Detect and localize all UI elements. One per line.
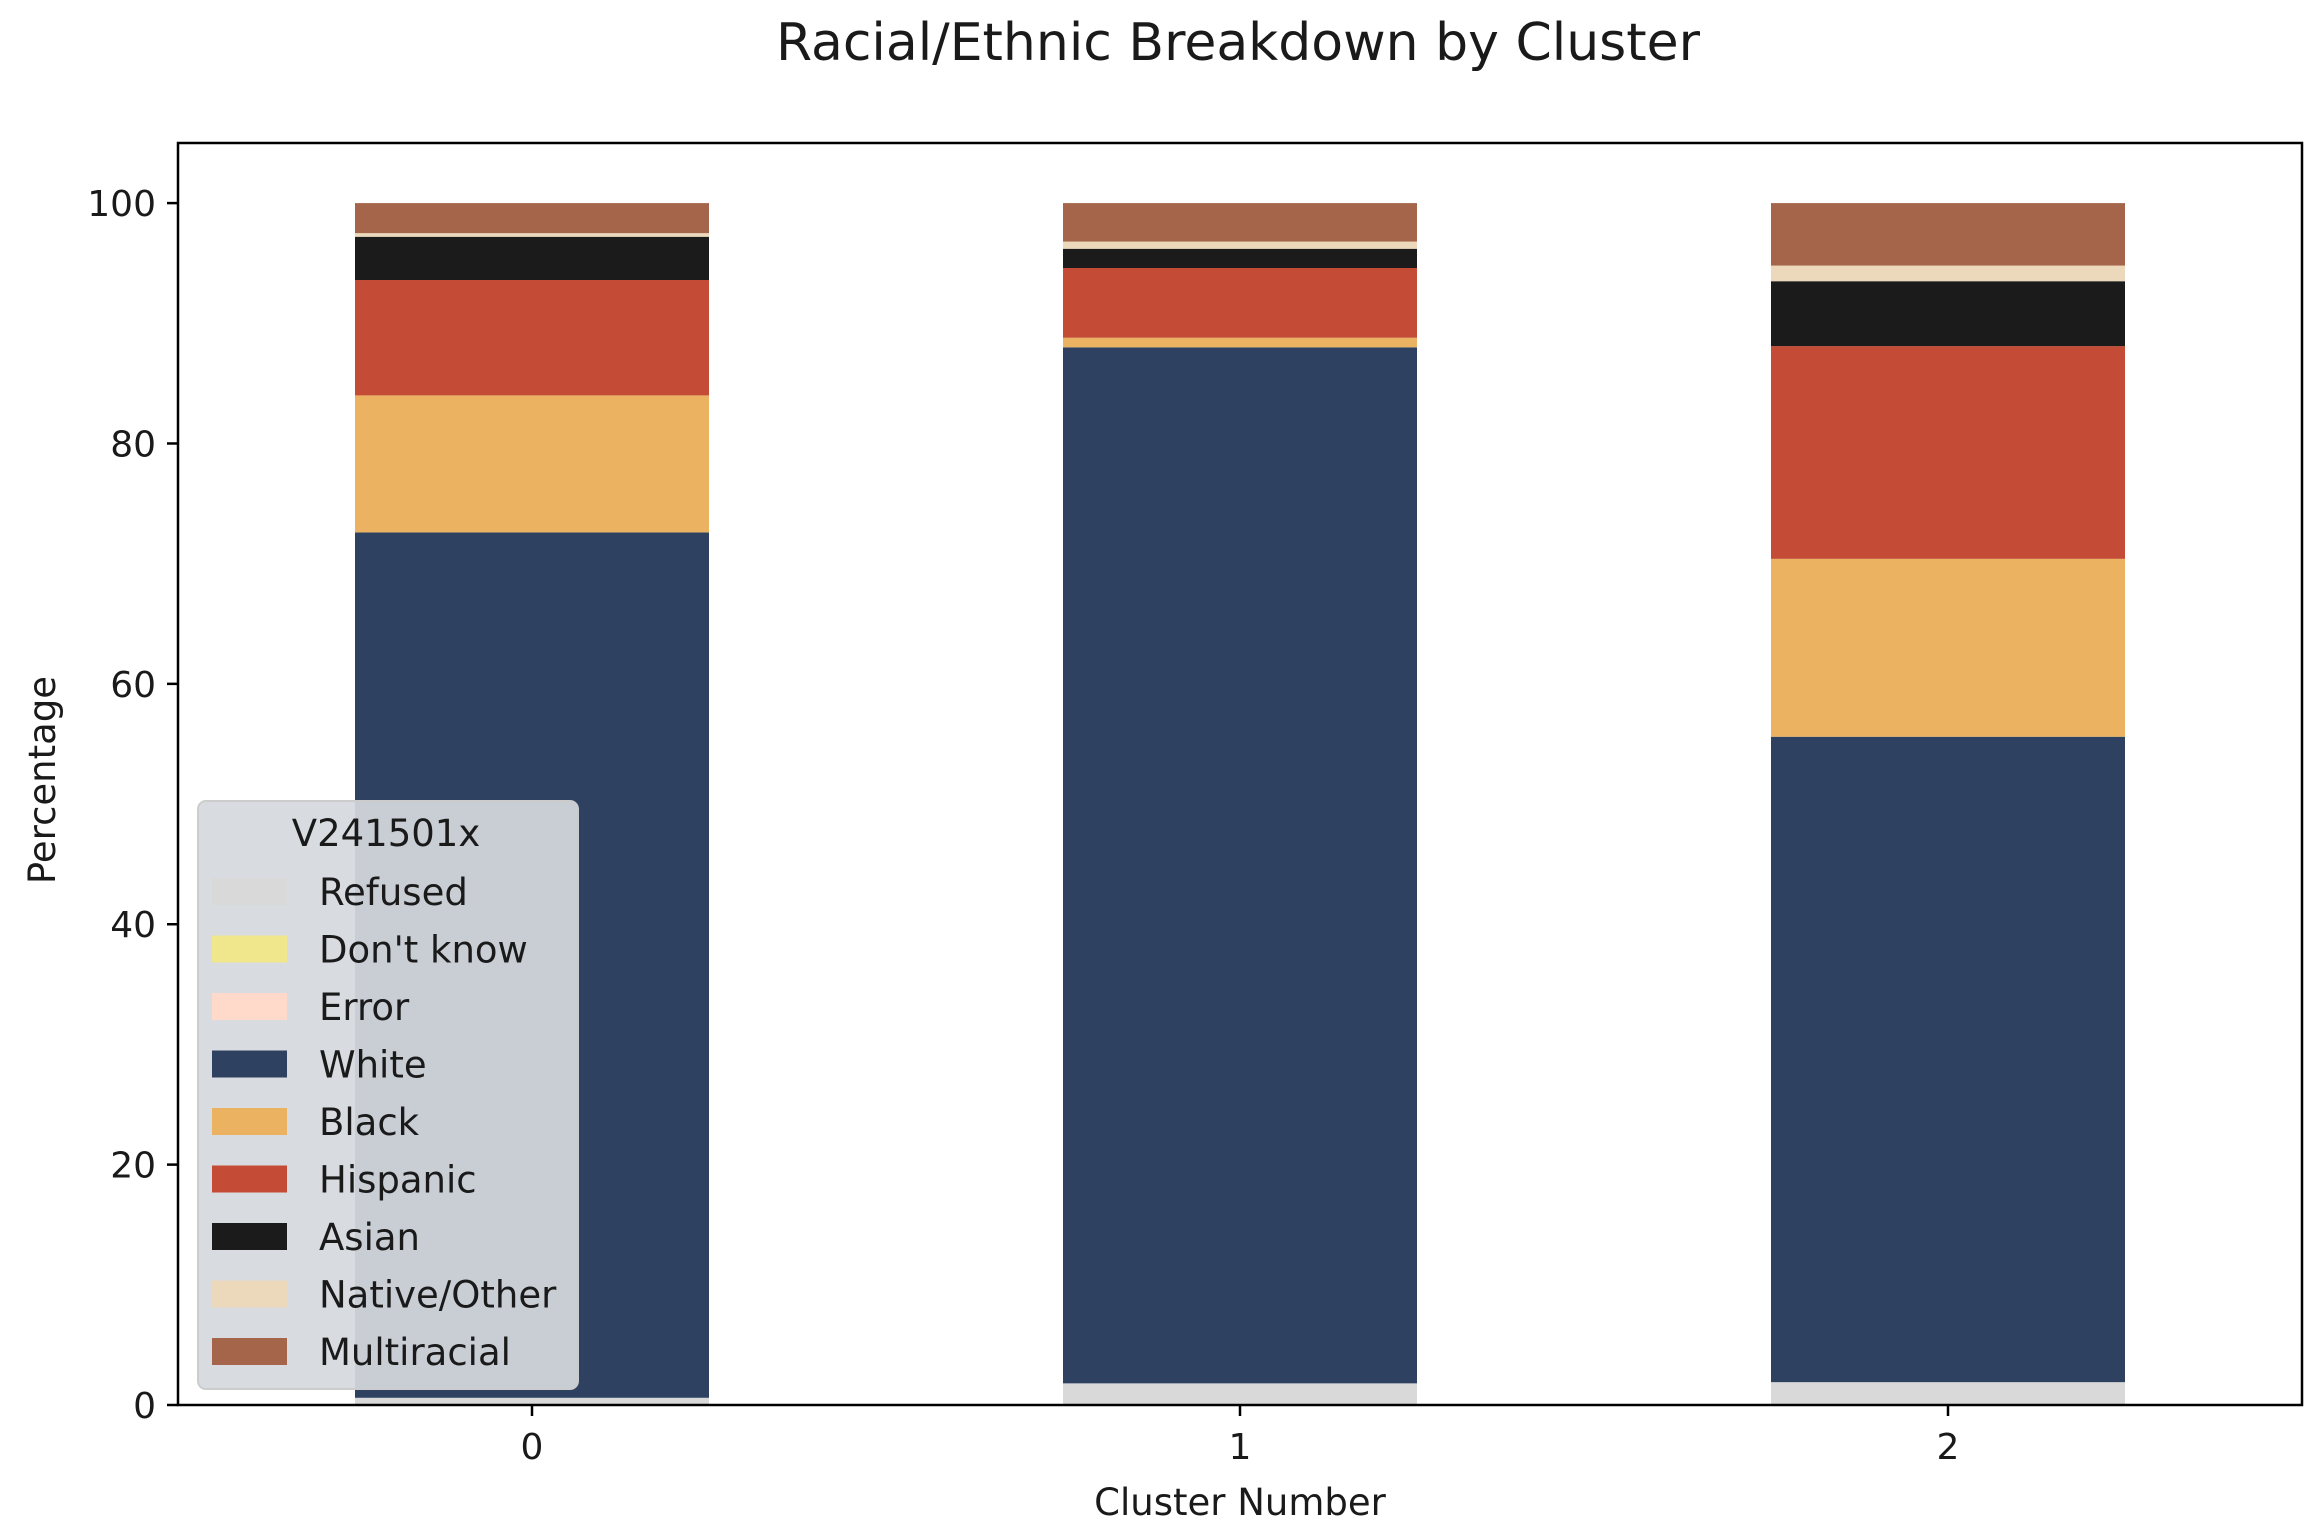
legend-label: Hispanic xyxy=(319,1159,477,1202)
legend-swatch xyxy=(212,1280,287,1308)
bar-segment xyxy=(1771,281,2125,347)
y-axis-label: Percentage xyxy=(21,676,64,884)
bar-segment xyxy=(1771,265,2125,282)
legend-title: V241501x xyxy=(292,812,480,855)
y-tick-label: 0 xyxy=(133,1386,156,1427)
bar-segment xyxy=(355,233,709,237)
x-axis-label: Cluster Number xyxy=(1094,1481,1387,1524)
x-tick-label: 2 xyxy=(1937,1427,1960,1468)
legend-swatch xyxy=(212,878,287,905)
legend-label: Multiracial xyxy=(319,1331,511,1374)
bar-segment xyxy=(355,236,709,281)
legend-label: Error xyxy=(319,986,410,1029)
legend-swatch xyxy=(212,1165,287,1193)
bar-segment xyxy=(1063,347,1417,1384)
bar-segment xyxy=(1771,558,2125,737)
legend-swatch xyxy=(212,1338,287,1365)
bar-segment xyxy=(1063,267,1417,338)
bar-segment xyxy=(355,395,709,533)
bars-layer xyxy=(355,203,2125,1405)
chart-title: Racial/Ethnic Breakdown by Cluster xyxy=(776,13,1701,73)
legend-label: White xyxy=(319,1044,427,1087)
bar-segment xyxy=(1063,337,1417,348)
bar-segment xyxy=(1063,203,1417,242)
bar-segment xyxy=(1063,1383,1417,1405)
legend-label: Refused xyxy=(319,871,468,914)
legend-box xyxy=(197,800,579,1390)
x-tick-label: 0 xyxy=(521,1427,544,1468)
x-axis: 0 1 2 xyxy=(521,1405,1960,1468)
legend-swatch xyxy=(212,1223,287,1250)
legend-swatch xyxy=(212,935,287,963)
y-tick-label: 60 xyxy=(110,665,156,706)
legend: V241501x Refused Don't know Error White Blac… xyxy=(197,800,579,1390)
legend-label: Asian xyxy=(319,1216,420,1259)
legend-swatch xyxy=(212,1050,287,1078)
legend-label: Native/Other xyxy=(319,1274,557,1317)
legend-label: Black xyxy=(319,1101,420,1144)
legend-label: Don't know xyxy=(319,929,528,972)
bar-segment xyxy=(1771,203,2125,266)
bar-segment xyxy=(355,203,709,234)
legend-swatch xyxy=(212,993,287,1020)
bar-segment xyxy=(1771,346,2125,559)
legend-swatch xyxy=(212,1108,287,1135)
y-tick-label: 80 xyxy=(110,424,156,465)
y-axis: 0 20 40 60 80 100 xyxy=(87,184,178,1427)
y-tick-label: 100 xyxy=(87,184,156,225)
bar-segment xyxy=(1063,241,1417,249)
bar-segment xyxy=(1771,1382,2125,1405)
bar-segment xyxy=(355,280,709,396)
bar-segment xyxy=(1771,736,2125,1383)
y-tick-label: 20 xyxy=(110,1146,156,1187)
y-tick-label: 40 xyxy=(110,905,156,946)
x-tick-label: 1 xyxy=(1229,1427,1252,1468)
bar-segment xyxy=(355,1397,709,1405)
bar-segment xyxy=(1063,248,1417,268)
